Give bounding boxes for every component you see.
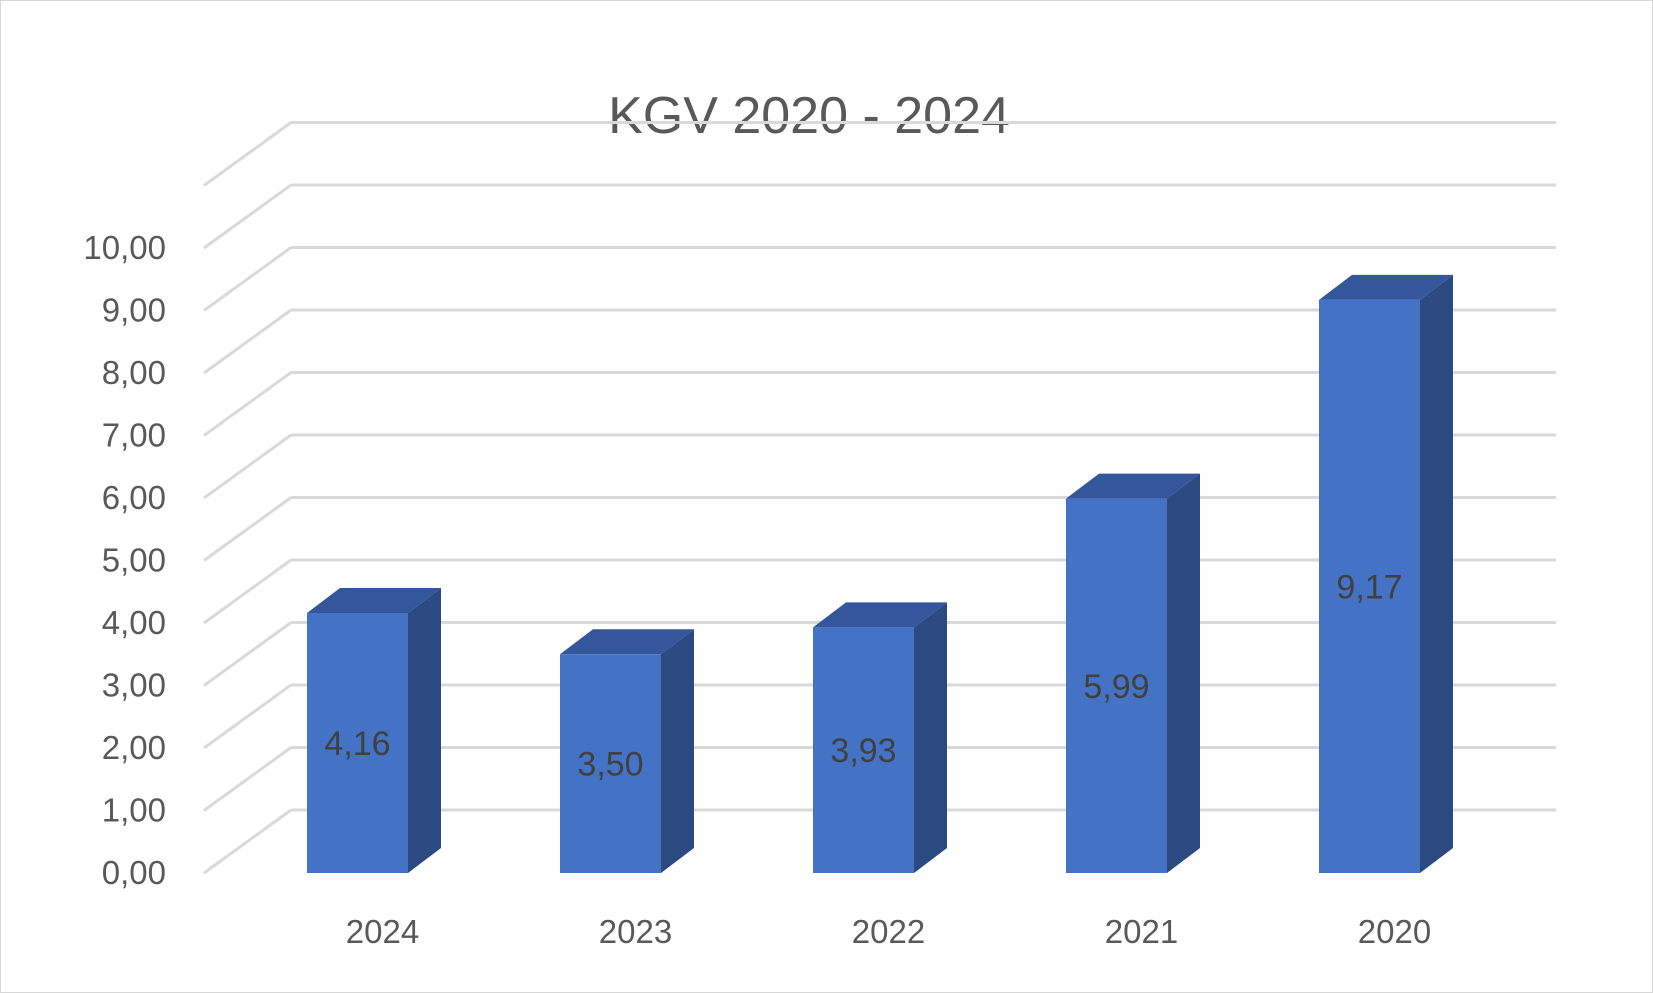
chart-title: KGV 2020 - 2024 [608,87,1010,145]
bar-2022: 3,93 [813,602,947,873]
x-axis-categories: 2024 2023 2022 2021 2020 [346,913,1431,950]
y-tick-label: 7,00 [102,417,166,454]
bar-top [307,588,441,613]
gridline-diagonal [203,183,292,250]
bar-2024: 4,16 [307,588,441,873]
bar-side [1420,274,1453,873]
y-tick-label: 2,00 [102,729,166,766]
gridline-diagonal [203,621,292,687]
y-tick-label: 4,00 [102,604,166,641]
bar-front [813,627,914,873]
bar-side [914,602,947,873]
bar-front [560,654,661,873]
x-category-label: 2021 [1105,913,1178,950]
x-category-label: 2020 [1358,913,1431,950]
gridline-diagonal [203,433,292,500]
x-category-label: 2023 [599,913,672,950]
x-category-label: 2022 [852,913,925,950]
bar-side [1167,473,1200,873]
gridline-diagonal [203,246,292,312]
bar-top [1319,274,1453,300]
bar-2023: 3,50 [560,629,694,873]
gridline-diagonal [203,308,292,375]
bar-2021: 5,99 [1066,473,1200,873]
bar-top [813,602,947,628]
y-tick-label: 9,00 [102,292,166,329]
gridline-diagonal [203,496,292,562]
x-category-label: 2024 [346,913,419,950]
gridline-diagonal [203,746,292,812]
data-label: 9,17 [1336,568,1402,606]
y-tick-label: 5,00 [102,542,166,579]
y-tick-label: 10,00 [83,229,166,266]
data-label: 3,50 [577,746,643,784]
y-tick-label: 6,00 [102,479,166,516]
gridline-diagonal [203,558,292,625]
y-tick-label: 8,00 [102,354,166,391]
gridline-diagonal [203,808,292,875]
bar-side [661,629,694,873]
y-axis-ticks: 0,00 1,00 2,00 3,00 4,00 5,00 6,00 7,00 8,00 9,00… [83,229,166,891]
data-label: 5,99 [1083,668,1149,706]
y-tick-label: 1,00 [102,792,166,829]
bar-front [1319,299,1420,873]
y-tick-label: 3,00 [102,667,166,704]
gridline-diagonal [203,121,292,187]
y-tick-label: 0,00 [102,854,166,891]
bar-top [1066,473,1200,499]
bar-side [408,588,441,873]
bar-layer: 4,16 3,50 3,93 5,99 9,17 [307,274,1453,873]
bar-top [560,629,694,655]
data-label: 4,16 [324,725,390,763]
gridline-diagonal [203,371,292,437]
bar-front [1066,498,1167,873]
data-label: 3,93 [830,732,896,770]
bar-front [307,613,408,873]
bar-2020: 9,17 [1319,274,1453,873]
gridline-diagonal [203,683,292,750]
